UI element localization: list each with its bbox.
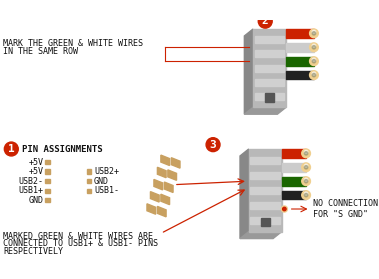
Bar [251, 172, 280, 179]
Polygon shape [244, 29, 253, 114]
Polygon shape [150, 192, 159, 202]
Bar [45, 160, 50, 164]
Circle shape [304, 178, 308, 182]
Bar [87, 179, 91, 183]
Bar [255, 65, 284, 72]
Bar [265, 93, 274, 102]
Bar [251, 217, 280, 224]
Polygon shape [171, 158, 180, 168]
Bar [282, 149, 306, 158]
Bar [253, 29, 286, 107]
Circle shape [304, 150, 308, 154]
Circle shape [258, 14, 272, 28]
Circle shape [312, 32, 316, 35]
Text: USB1+: USB1+ [19, 186, 44, 195]
Text: USB2+: USB2+ [94, 167, 119, 176]
Circle shape [281, 206, 287, 212]
Text: 2: 2 [262, 16, 269, 26]
Text: +5V: +5V [28, 158, 44, 167]
Text: NO CONNECTION: NO CONNECTION [313, 199, 378, 208]
Text: IN THE SAME ROW: IN THE SAME ROW [3, 47, 78, 56]
Bar [282, 163, 306, 172]
Bar [255, 50, 284, 57]
Circle shape [283, 207, 286, 211]
Text: MARK THE GREEN & WHITE WIRES: MARK THE GREEN & WHITE WIRES [3, 39, 144, 49]
Text: USB1-: USB1- [94, 186, 119, 195]
Circle shape [310, 57, 318, 66]
Circle shape [304, 164, 308, 168]
Circle shape [206, 138, 220, 151]
Bar [255, 36, 284, 43]
Polygon shape [154, 179, 163, 190]
Bar [45, 189, 50, 193]
Text: RESPECTIVELY: RESPECTIVELY [3, 247, 63, 256]
Circle shape [310, 43, 318, 52]
Polygon shape [244, 107, 286, 114]
Circle shape [304, 151, 308, 155]
Bar [87, 189, 91, 193]
Bar [286, 71, 314, 80]
Circle shape [312, 73, 316, 77]
Text: GND: GND [28, 196, 44, 205]
Bar [261, 218, 269, 226]
Circle shape [302, 163, 310, 172]
Text: USB2-: USB2- [19, 177, 44, 186]
Circle shape [4, 142, 18, 156]
Polygon shape [157, 206, 166, 217]
Polygon shape [161, 194, 169, 205]
Bar [251, 187, 280, 194]
Bar [286, 29, 314, 38]
Text: GND: GND [94, 177, 109, 186]
Circle shape [302, 177, 310, 186]
Circle shape [304, 193, 308, 197]
Bar [45, 198, 50, 203]
Text: 1: 1 [8, 144, 15, 154]
Text: MARKED GREEN & WHITE WIRES ARE: MARKED GREEN & WHITE WIRES ARE [3, 232, 153, 240]
Text: CONNECTED TO USB1+ & USB1- PINS: CONNECTED TO USB1+ & USB1- PINS [3, 239, 158, 248]
Bar [87, 169, 91, 174]
Circle shape [302, 191, 310, 199]
Bar [286, 43, 314, 52]
Circle shape [312, 30, 316, 34]
Text: 3: 3 [210, 140, 216, 150]
Circle shape [312, 72, 316, 76]
Bar [251, 157, 280, 164]
Bar [255, 93, 284, 100]
Polygon shape [240, 149, 249, 239]
Text: PIN ASSIGNMENTS: PIN ASSIGNMENTS [22, 145, 102, 153]
Polygon shape [240, 232, 282, 239]
Circle shape [302, 149, 310, 158]
Bar [255, 79, 284, 86]
Circle shape [312, 45, 316, 49]
Bar [45, 169, 50, 174]
Polygon shape [168, 170, 177, 180]
Polygon shape [161, 155, 169, 165]
Text: FOR "S GND": FOR "S GND" [313, 210, 368, 219]
Circle shape [310, 71, 318, 80]
Bar [249, 149, 282, 232]
Polygon shape [164, 182, 173, 193]
Bar [282, 191, 306, 199]
Circle shape [312, 59, 316, 63]
Circle shape [312, 44, 316, 48]
Bar [282, 177, 306, 186]
Circle shape [304, 179, 308, 183]
Bar [251, 202, 280, 209]
Circle shape [310, 29, 318, 38]
Circle shape [312, 58, 316, 62]
Bar [45, 179, 50, 183]
Polygon shape [157, 167, 166, 178]
Text: +5V: +5V [28, 167, 44, 176]
Bar [286, 57, 314, 66]
Polygon shape [147, 204, 156, 214]
Circle shape [304, 165, 308, 169]
Circle shape [304, 192, 308, 196]
